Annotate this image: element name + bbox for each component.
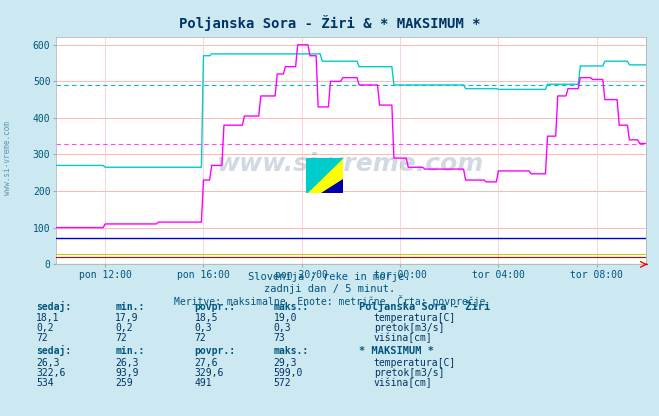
Text: povpr.:: povpr.: [194,347,235,357]
Text: Meritve: maksimalne  Enote: metrične  Črta: povprečje: Meritve: maksimalne Enote: metrične Črta… [174,295,485,307]
Text: 322,6: 322,6 [36,368,66,378]
Text: 26,3: 26,3 [36,358,60,368]
Text: povpr.:: povpr.: [194,302,235,312]
Text: 19,0: 19,0 [273,313,297,323]
Text: 17,9: 17,9 [115,313,139,323]
Text: 534: 534 [36,378,54,388]
Text: pretok[m3/s]: pretok[m3/s] [374,323,444,333]
Text: 0,2: 0,2 [115,323,133,333]
Text: 0,3: 0,3 [194,323,212,333]
Text: 0,3: 0,3 [273,323,291,333]
Text: maks.:: maks.: [273,347,308,357]
Text: Poljanska Sora - Žiri: Poljanska Sora - Žiri [359,300,490,312]
Text: 599,0: 599,0 [273,368,303,378]
Text: 329,6: 329,6 [194,368,224,378]
Text: 27,6: 27,6 [194,358,218,368]
Text: sedaj:: sedaj: [36,301,71,312]
Text: Poljanska Sora - Žiri & * MAKSIMUM *: Poljanska Sora - Žiri & * MAKSIMUM * [179,15,480,30]
Text: min.:: min.: [115,302,145,312]
Polygon shape [321,179,343,193]
Text: www.si-vreme.com: www.si-vreme.com [3,121,13,195]
Text: 259: 259 [115,378,133,388]
Polygon shape [306,158,343,193]
Text: 93,9: 93,9 [115,368,139,378]
Text: pretok[m3/s]: pretok[m3/s] [374,368,444,378]
Text: 18,5: 18,5 [194,313,218,323]
Text: višina[cm]: višina[cm] [374,377,432,388]
Text: maks.:: maks.: [273,302,308,312]
Text: 0,2: 0,2 [36,323,54,333]
Text: min.:: min.: [115,347,145,357]
Text: temperatura[C]: temperatura[C] [374,313,456,323]
Polygon shape [306,158,343,193]
Text: zadnji dan / 5 minut.: zadnji dan / 5 minut. [264,284,395,294]
Text: sedaj:: sedaj: [36,345,71,357]
Text: * MAKSIMUM *: * MAKSIMUM * [359,347,434,357]
Text: 26,3: 26,3 [115,358,139,368]
Text: 18,1: 18,1 [36,313,60,323]
Text: 29,3: 29,3 [273,358,297,368]
Text: 73: 73 [273,333,285,343]
Text: 72: 72 [194,333,206,343]
Text: 491: 491 [194,378,212,388]
Text: Slovenija / reke in morje.: Slovenija / reke in morje. [248,272,411,282]
Text: 572: 572 [273,378,291,388]
Text: 72: 72 [115,333,127,343]
Text: temperatura[C]: temperatura[C] [374,358,456,368]
Text: višina[cm]: višina[cm] [374,333,432,343]
Text: www.si-vreme.com: www.si-vreme.com [217,152,484,176]
Text: 72: 72 [36,333,48,343]
